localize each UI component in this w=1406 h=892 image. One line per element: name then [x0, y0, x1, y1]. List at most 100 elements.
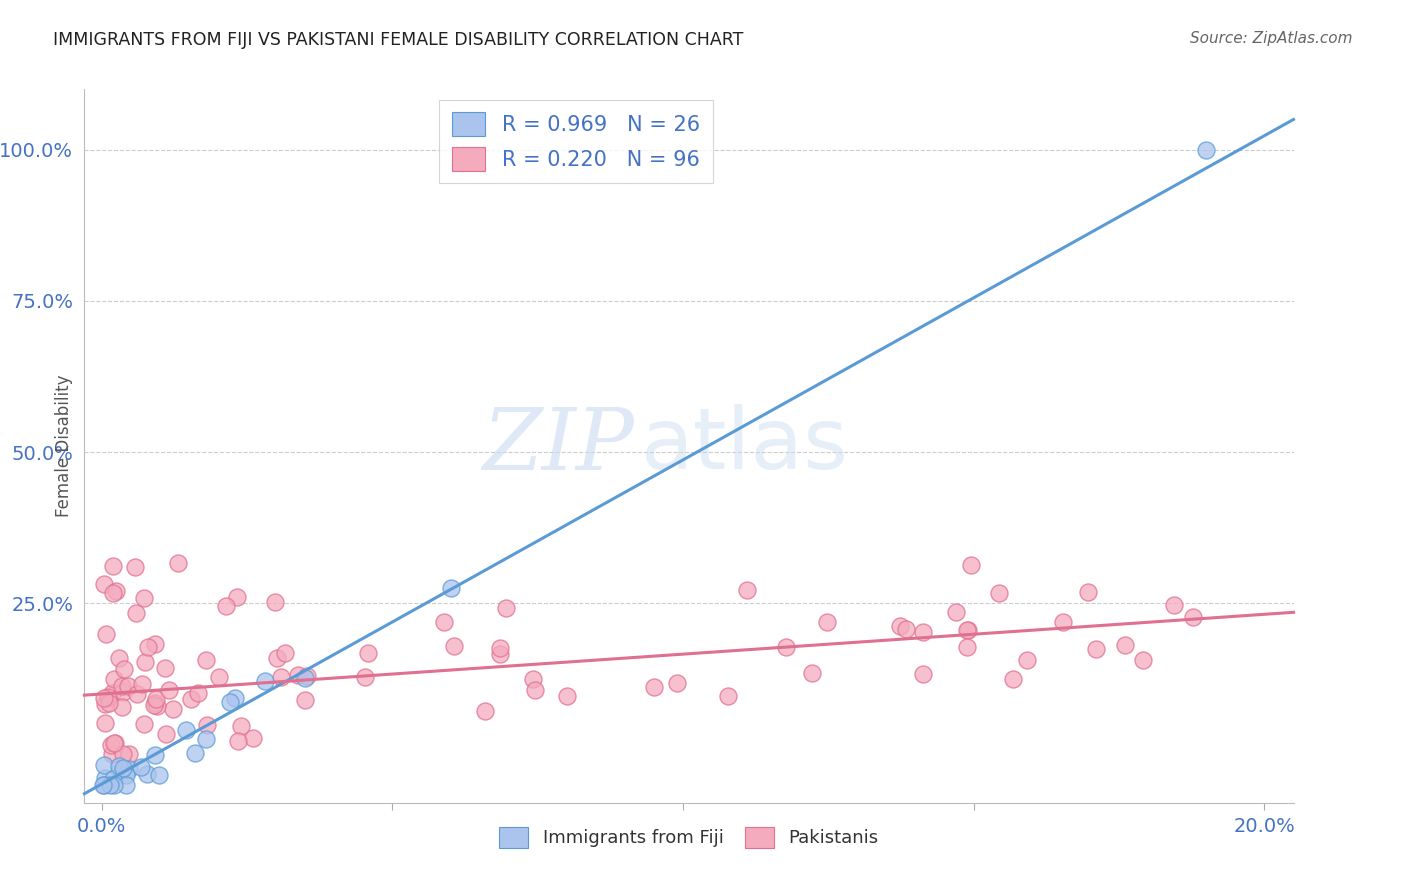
Point: [157, 683, 180, 698]
Point: [263, 595, 285, 609]
Point: [912, 666, 935, 681]
Point: [1181, 610, 1204, 624]
Point: [93, 716, 115, 731]
Point: [195, 731, 218, 746]
Point: [194, 652, 217, 666]
Point: [134, 655, 156, 669]
Point: [1195, 143, 1218, 157]
Point: [145, 691, 167, 706]
Point: [153, 661, 176, 675]
Legend: Immigrants from Fiji, Pakistanis: Immigrants from Fiji, Pakistanis: [491, 818, 887, 856]
Point: [218, 695, 240, 709]
Point: [111, 764, 134, 779]
Point: [103, 558, 125, 573]
Point: [103, 736, 125, 750]
Point: [775, 640, 797, 655]
Point: [93, 577, 115, 591]
Point: [960, 558, 983, 573]
Point: [1163, 598, 1185, 612]
Point: [94, 697, 117, 711]
Point: [104, 583, 127, 598]
Point: [104, 736, 127, 750]
Point: [889, 618, 911, 632]
Point: [100, 738, 122, 752]
Point: [111, 761, 134, 775]
Point: [108, 650, 131, 665]
Point: [524, 683, 547, 698]
Point: [180, 691, 202, 706]
Point: [148, 767, 170, 781]
Point: [956, 623, 979, 637]
Point: [132, 591, 155, 606]
Point: [93, 690, 115, 705]
Point: [956, 640, 979, 654]
Point: [134, 717, 156, 731]
Point: [266, 650, 288, 665]
Point: [100, 747, 122, 762]
Point: [294, 671, 316, 685]
Point: [357, 646, 380, 660]
Point: [111, 685, 134, 699]
Point: [174, 723, 197, 737]
Point: [433, 615, 456, 630]
Point: [98, 696, 121, 710]
Point: [91, 778, 114, 792]
Point: [93, 771, 115, 785]
Point: [184, 746, 207, 760]
Point: [167, 556, 190, 570]
Point: [103, 778, 125, 792]
Point: [489, 641, 512, 656]
Text: Source: ZipAtlas.com: Source: ZipAtlas.com: [1189, 31, 1353, 46]
Point: [735, 583, 758, 598]
Point: [270, 670, 292, 684]
Point: [143, 698, 166, 712]
Point: [443, 639, 465, 653]
Point: [124, 560, 146, 574]
Point: [111, 679, 134, 693]
Point: [115, 768, 138, 782]
Point: [187, 686, 209, 700]
Point: [1002, 673, 1025, 687]
Point: [294, 693, 316, 707]
Point: [101, 772, 124, 787]
Point: [146, 699, 169, 714]
Point: [118, 762, 141, 776]
Point: [224, 690, 246, 705]
Point: [127, 687, 149, 701]
Point: [208, 670, 231, 684]
Point: [226, 734, 249, 748]
Point: [495, 600, 517, 615]
Point: [111, 699, 134, 714]
Point: [801, 665, 824, 680]
Point: [489, 647, 512, 661]
Point: [945, 605, 967, 619]
Point: [1132, 652, 1154, 666]
Point: [117, 680, 139, 694]
Point: [93, 778, 115, 792]
Point: [287, 668, 309, 682]
Point: [111, 747, 134, 762]
Point: [93, 757, 115, 772]
Point: [717, 689, 740, 703]
Point: [1114, 638, 1136, 652]
Point: [215, 599, 238, 614]
Point: [555, 689, 578, 703]
Point: [1052, 615, 1074, 630]
Y-axis label: Female Disability: Female Disability: [55, 375, 73, 517]
Point: [253, 673, 276, 688]
Point: [143, 637, 166, 651]
Point: [135, 767, 157, 781]
Point: [226, 590, 249, 604]
Point: [101, 586, 124, 600]
Point: [162, 702, 184, 716]
Point: [896, 622, 918, 636]
Point: [911, 624, 934, 639]
Point: [112, 662, 135, 676]
Point: [274, 646, 297, 660]
Point: [988, 586, 1011, 600]
Point: [1085, 641, 1108, 656]
Point: [100, 686, 122, 700]
Point: [439, 582, 461, 596]
Point: [956, 623, 979, 637]
Point: [107, 759, 129, 773]
